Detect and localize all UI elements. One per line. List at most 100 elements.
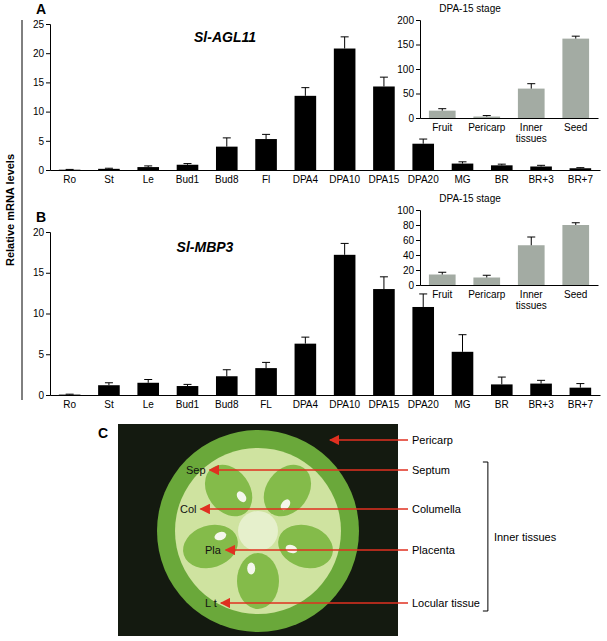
- tick: Ro: [63, 395, 76, 410]
- tick-label: BR+3: [528, 399, 554, 410]
- tick: 15: [33, 267, 50, 278]
- y-axis-title: Relative mRNA levels: [4, 154, 16, 266]
- tick-mark: [416, 45, 420, 46]
- tick-label: Innertissues: [516, 122, 547, 144]
- error-bar-cap: [380, 276, 388, 277]
- tick-label: 100: [397, 205, 414, 216]
- bar: [255, 139, 277, 170]
- tick-label: 15: [33, 267, 45, 278]
- tick-mark: [46, 314, 50, 315]
- error-bar: [419, 139, 427, 144]
- bar: [59, 169, 81, 170]
- error-bar: [459, 162, 467, 164]
- tick: Bud1: [176, 395, 200, 410]
- arrow: [330, 439, 408, 441]
- tick-mark: [416, 255, 420, 256]
- axis-line: [46, 25, 51, 171]
- axis-line: [421, 285, 599, 286]
- error-bar: [262, 134, 270, 139]
- tick-label: BR+3: [528, 174, 554, 185]
- tick-label: 60: [403, 235, 415, 246]
- error-bar-cap: [262, 362, 270, 363]
- panel: 0510152025RoStLeBud1Bud8FlDPA4DPA10DPA15…: [33, 1, 601, 185]
- tick-label: 200: [397, 15, 414, 26]
- tick: 50: [403, 88, 420, 99]
- error-bar: [498, 164, 506, 165]
- tick: Bud8: [215, 170, 239, 185]
- tick-mark: [416, 270, 420, 271]
- error-bar-stem: [305, 88, 306, 96]
- error-bar: [144, 166, 152, 167]
- error-bar-cap: [483, 275, 491, 276]
- tick-label: DPA20: [408, 174, 439, 185]
- bar: [491, 384, 513, 395]
- error-bar: [66, 394, 74, 395]
- bar: [452, 164, 474, 170]
- error-bar: [105, 168, 113, 170]
- tick: 15: [33, 77, 50, 88]
- tick: Ro: [63, 170, 76, 185]
- bar: [177, 165, 199, 170]
- error-bar-cap: [144, 165, 152, 166]
- locule-shape: [272, 518, 338, 575]
- tick-label-line: Inner: [520, 289, 543, 300]
- tick-label: BR: [495, 174, 509, 185]
- tick-label: Innertissues: [516, 289, 547, 311]
- bar: [452, 352, 474, 395]
- tick-label: 80: [403, 220, 415, 231]
- tick: 200: [397, 15, 420, 26]
- axis-line: [51, 170, 601, 171]
- part-abbreviation: Sep: [186, 464, 206, 476]
- tick-label: 20: [33, 227, 45, 238]
- tick-label: 0: [38, 165, 44, 176]
- part-label: Placenta: [412, 544, 456, 556]
- error-bar: [483, 275, 491, 277]
- error-bar: [380, 77, 388, 86]
- plot-area: [59, 243, 591, 395]
- chart-title: Sl-AGL11: [194, 29, 256, 45]
- bar: [137, 167, 159, 170]
- tick-label: 0: [408, 280, 414, 291]
- error-bar-cap: [537, 165, 545, 166]
- error-bar: [184, 384, 192, 386]
- error-bar: [576, 167, 584, 169]
- tick-mark: [416, 225, 420, 226]
- error-bar: [223, 138, 231, 147]
- tick-label: 15: [33, 77, 45, 88]
- error-bar-cap: [66, 169, 74, 170]
- inner-shape: [175, 448, 341, 614]
- tick-label: Ro: [63, 174, 76, 185]
- tick: 20: [403, 265, 420, 276]
- locule-shape: [177, 518, 243, 575]
- error-bar: [144, 380, 152, 383]
- error-bar: [184, 164, 192, 165]
- x-axis: FruitPericarpInnertissuesSeed: [421, 118, 599, 144]
- error-bar-cap: [419, 139, 427, 140]
- part-label: Locular tissue: [412, 597, 480, 609]
- tick-mark: [46, 232, 50, 233]
- error-bar: [537, 380, 545, 383]
- tick-label: 0: [408, 113, 414, 124]
- tick: Bud8: [215, 395, 239, 410]
- arrow: [226, 549, 408, 551]
- tick: BR+7: [568, 170, 594, 185]
- error-bar: [223, 370, 231, 377]
- tick-mark: [46, 24, 50, 25]
- tick: BR: [495, 170, 509, 185]
- tick-label: DPA10: [329, 399, 360, 410]
- panel: 050100150200FruitPericarpInnertissuesSee…: [397, 3, 598, 144]
- error-bar-cap: [527, 237, 535, 238]
- tick: Le: [143, 395, 155, 410]
- tick: DPA4: [293, 395, 319, 410]
- error-bar-cap: [572, 222, 580, 223]
- group-label: Inner tissues: [494, 531, 557, 543]
- tick-mark: [46, 354, 50, 355]
- error-bar: [438, 109, 446, 111]
- error-bar-cap: [380, 77, 388, 78]
- tick-label: BR: [495, 399, 509, 410]
- locule-shape: [237, 553, 279, 609]
- error-bar-cap: [419, 293, 427, 294]
- error-bar-cap: [341, 243, 349, 244]
- tick: DPA10: [329, 395, 360, 410]
- bar: [473, 278, 500, 286]
